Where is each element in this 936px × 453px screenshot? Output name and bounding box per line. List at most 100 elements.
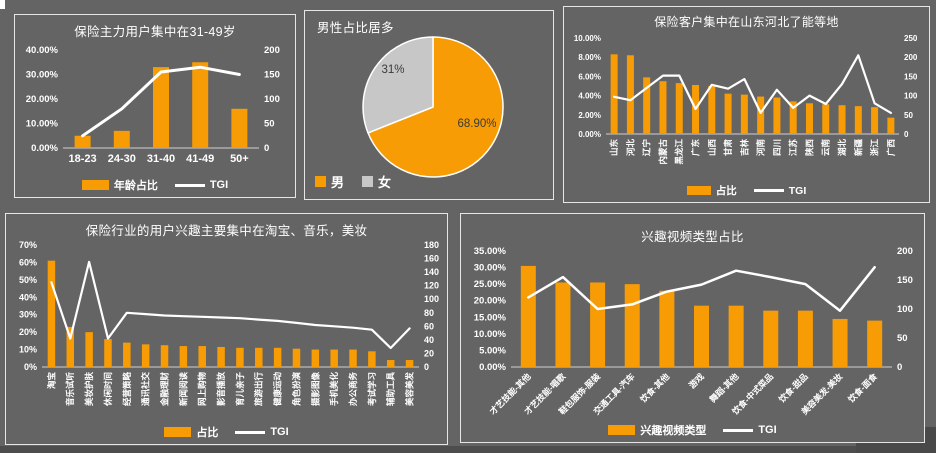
right-axis-tick-label: 120 (424, 281, 439, 291)
x-category-label: 影音播放 (216, 372, 226, 407)
x-category-label: 育儿亲子 (235, 372, 245, 407)
legend-line-label: TGI (758, 424, 777, 436)
left-axis-tick-label: 15.00% (474, 312, 507, 323)
panel-gender-pie: 男性占比居多 68.90% 31% 男 女 (304, 10, 554, 200)
x-category-label: 广东 (691, 139, 701, 157)
tgi-line (527, 265, 876, 312)
bar (405, 360, 414, 367)
bar (368, 351, 376, 367)
bar (797, 310, 813, 367)
left-axis-tick-label: 40% (19, 292, 37, 302)
x-category-label: 辽宁 (642, 139, 652, 157)
right-axis-tick-label: 100 (424, 294, 439, 304)
left-axis-tick-label: 60% (19, 257, 37, 267)
bar (822, 104, 830, 134)
x-category-label: 音乐试听 (65, 372, 75, 407)
bar (198, 346, 206, 367)
video-combo-plot: 0.00% 5.00% 10.00% 15.00% 20.00% 25.00% 30.00%… (474, 246, 913, 417)
left-axis-tick-label: 20.00% (474, 296, 507, 307)
bar (832, 318, 848, 367)
x-category-label: 辅助工具 (386, 372, 396, 407)
bar (47, 260, 56, 367)
right-axis-tick-label: 150 (264, 70, 280, 81)
panel-age-chart: 保险主力用户集中在31-49岁 0.00% 10.00% 20.00% 30.00% 4… (14, 14, 296, 198)
right-axis-tick-label: 160 (424, 254, 439, 264)
bar (708, 86, 716, 134)
left-axis-tick-label: 35.00% (474, 246, 507, 257)
right-axis-tick-label: 0 (424, 362, 429, 372)
right-axis-tick-label: 0 (264, 143, 269, 154)
legend-bar-label: 年龄占比 (113, 180, 158, 192)
bar (141, 344, 150, 367)
x-category-label: 山西 (707, 139, 717, 157)
right-axis-tick-label: 50 (904, 111, 913, 120)
interest-combo-plot: 0% 10% 20% 30% 40% 50% 60% 70% 0 20 40 60 80 100 120 14… (19, 240, 439, 408)
age-chart-legend: 年龄占比 TGI (15, 177, 295, 193)
bar (217, 346, 225, 367)
pie-slice-female (362, 36, 434, 134)
bar (659, 81, 667, 134)
left-axis-tick-label: 70% (19, 240, 37, 250)
bar (292, 348, 301, 367)
bar (255, 347, 263, 367)
right-axis-tick-label: 180 (424, 240, 439, 250)
right-axis-tick-label: 200 (264, 45, 280, 56)
x-category-label: 黑龙江 (674, 139, 684, 165)
left-axis-tick-label: 10.00% (574, 34, 601, 43)
left-axis-tick-label: 2.00% (578, 111, 601, 120)
panel-video-chart: 兴趣视频类型占比 0.00% 5.00% 10.00% 15.00% 20.00% 25.… (460, 213, 925, 443)
right-axis-tick-label: 60 (424, 321, 434, 331)
legend-female-label: 女 (378, 175, 392, 190)
bar (311, 349, 320, 367)
right-axis-tick-label: 50 (897, 333, 908, 344)
x-category-label: 经营策略 (122, 372, 132, 407)
x-category-label: 旅游出行 (254, 372, 264, 408)
legend-male-label: 男 (331, 175, 345, 190)
x-category-label: 内蒙古 (658, 139, 668, 165)
tgi-line (612, 54, 892, 115)
x-category-label: 山东 (609, 139, 619, 157)
bar (763, 310, 779, 367)
legend-line-label: TGI (788, 184, 807, 197)
video-chart-title: 兴趣视频类型占比 (641, 230, 744, 244)
x-category-label: 河南 (756, 139, 766, 157)
right-axis-tick-label: 100 (904, 92, 918, 101)
x-category-label: 办公商务 (348, 372, 358, 407)
legend-bar-label: 兴趣视频类型 (640, 425, 707, 437)
right-axis-tick-label: 0 (904, 130, 909, 139)
x-category-label: 河北 (625, 139, 635, 157)
legend-bar-marker (164, 427, 192, 437)
legend-bar-marker (81, 180, 109, 190)
pie-slice-male (367, 36, 504, 178)
x-category-label: 24-30 (108, 153, 136, 165)
x-category-label: 饮食-面食 (845, 371, 879, 405)
bar (520, 265, 536, 367)
province-combo-plot: 0.00% 2.00% 4.00% 6.00% 8.00% 10.00% 0 50 100 150… (574, 34, 918, 165)
legend-bar-label: 占比 (196, 427, 219, 439)
x-category-label: 游戏 (687, 371, 706, 390)
right-axis-tick-label: 50 (264, 119, 275, 130)
right-axis-tick-label: 80 (424, 308, 434, 318)
right-axis-tick-label: 250 (904, 34, 918, 43)
bar (805, 103, 813, 134)
bar (871, 107, 879, 134)
bar (66, 326, 75, 367)
x-category-label: 休闲时间 (103, 372, 113, 407)
legend-line-marker (235, 430, 266, 434)
bar (659, 290, 675, 367)
left-axis-tick-label: 6.00% (578, 72, 601, 81)
bar (85, 332, 93, 367)
x-category-label: 浙江 (870, 139, 880, 157)
bar (273, 347, 282, 367)
bar (160, 345, 169, 367)
bar (854, 106, 862, 134)
x-category-label: 湖北 (837, 139, 847, 157)
bar (236, 347, 244, 367)
left-axis-tick-label: 0.00% (31, 143, 58, 154)
bar (643, 77, 651, 134)
left-axis-tick-label: 30.00% (474, 263, 507, 274)
right-axis-tick-label: 200 (897, 246, 913, 257)
legend-line-label: TGI (209, 179, 229, 191)
left-axis-tick-label: 20% (19, 327, 37, 337)
legend-female-marker (362, 176, 374, 187)
